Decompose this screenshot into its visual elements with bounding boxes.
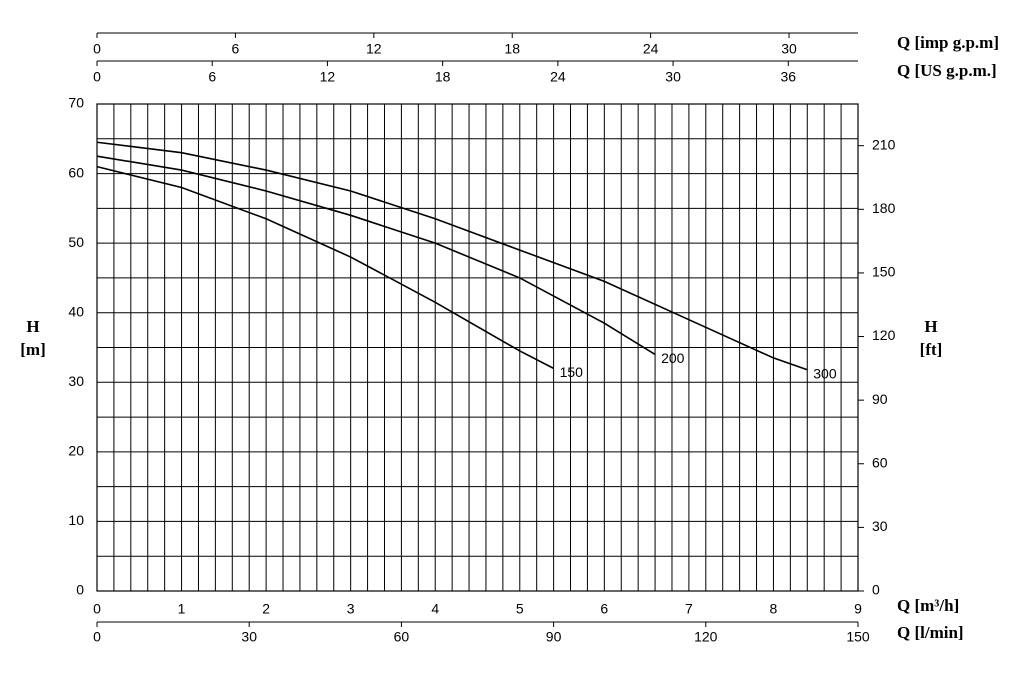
top-tick-label: 6 bbox=[232, 41, 240, 57]
x-tick-label: 6 bbox=[600, 601, 608, 617]
top-axis-title: Q [imp g.p.m] bbox=[897, 33, 999, 52]
x2-tick-label: 90 bbox=[546, 629, 562, 645]
pump-curve bbox=[96, 155, 656, 356]
top-tick-label: 30 bbox=[665, 69, 681, 85]
x-tick-label: 8 bbox=[770, 601, 778, 617]
top-tick-label: 30 bbox=[781, 41, 797, 57]
curve-label: 150 bbox=[560, 364, 584, 380]
x-tick-label: 9 bbox=[854, 601, 862, 617]
x-tick-label: 5 bbox=[516, 601, 524, 617]
x-tick-label: 4 bbox=[431, 601, 439, 617]
top-tick-label: 36 bbox=[781, 69, 797, 85]
top-tick-label: 24 bbox=[550, 69, 566, 85]
x2-tick-label: 60 bbox=[394, 629, 410, 645]
plot-frame bbox=[96, 103, 859, 592]
top-tick-label: 12 bbox=[366, 41, 382, 57]
x2-tick-label: 120 bbox=[694, 629, 718, 645]
y-tick-label: 30 bbox=[68, 373, 84, 389]
y2-tick-label: 90 bbox=[872, 391, 888, 407]
y2-tick-label: 0 bbox=[872, 582, 880, 598]
y-axis-title: H bbox=[26, 317, 39, 336]
top-axis-title: Q [US g.p.m.] bbox=[897, 61, 997, 80]
top-tick-label: 12 bbox=[320, 69, 336, 85]
x2-tick-label: 150 bbox=[846, 629, 870, 645]
x-tick-label: 1 bbox=[178, 601, 186, 617]
y-tick-label: 60 bbox=[68, 164, 84, 180]
y2-tick-label: 180 bbox=[872, 200, 896, 216]
x-tick-label: 7 bbox=[685, 601, 693, 617]
top-tick-label: 0 bbox=[93, 41, 101, 57]
y-axis-title: [m] bbox=[20, 340, 45, 359]
top-tick-label: 18 bbox=[504, 41, 520, 57]
x2-tick-label: 0 bbox=[93, 629, 101, 645]
y-tick-label: 40 bbox=[68, 303, 84, 319]
y-tick-label: 10 bbox=[68, 512, 84, 528]
x2-tick-label: 30 bbox=[241, 629, 257, 645]
y2-tick-label: 210 bbox=[872, 136, 896, 152]
y2-tick-label: 150 bbox=[872, 264, 896, 280]
y2-tick-label: 30 bbox=[872, 518, 888, 534]
y2-tick-label: 60 bbox=[872, 454, 888, 470]
top-tick-label: 6 bbox=[208, 69, 216, 85]
x-axis-title: Q [m³/h] bbox=[897, 596, 959, 615]
x2-axis-title: Q [l/min] bbox=[897, 623, 964, 642]
y2-axis-title: H bbox=[924, 317, 937, 336]
y-tick-label: 70 bbox=[68, 95, 84, 111]
y-tick-label: 50 bbox=[68, 234, 84, 250]
pump-curve bbox=[96, 141, 808, 371]
curve-label: 200 bbox=[661, 350, 685, 366]
pump-curve bbox=[96, 165, 554, 370]
y-tick-label: 20 bbox=[68, 443, 84, 459]
y2-axis-title: [ft] bbox=[920, 340, 943, 359]
y-tick-label: 0 bbox=[76, 582, 84, 598]
x-tick-label: 2 bbox=[262, 601, 270, 617]
y2-tick-label: 120 bbox=[872, 327, 896, 343]
x-tick-label: 3 bbox=[347, 601, 355, 617]
top-tick-label: 24 bbox=[643, 41, 659, 57]
top-tick-label: 0 bbox=[93, 69, 101, 85]
curve-label: 300 bbox=[813, 365, 837, 381]
top-tick-label: 18 bbox=[435, 69, 451, 85]
x-tick-label: 0 bbox=[93, 601, 101, 617]
